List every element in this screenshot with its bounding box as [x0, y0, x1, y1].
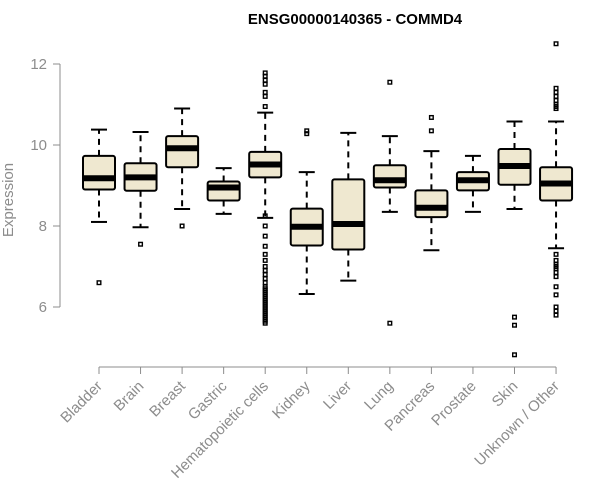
box-prostate	[455, 154, 490, 213]
iqr-box	[165, 135, 200, 169]
outlier-point	[262, 233, 268, 239]
outlier-point	[553, 304, 559, 310]
box-gastric	[206, 167, 241, 215]
y-tick-label: 8	[39, 218, 47, 235]
iqr-box	[331, 178, 366, 251]
box-brain	[123, 131, 158, 247]
y-axis-ticks: 6 8 10 12	[30, 56, 60, 316]
outlier-point	[138, 241, 144, 247]
outlier-point	[553, 85, 559, 91]
outlier-point	[262, 243, 268, 249]
outlier-point	[512, 322, 518, 328]
iqr-box	[82, 154, 116, 191]
box-pancreas	[414, 114, 449, 252]
outlier-point	[262, 320, 268, 326]
outlier-point	[553, 312, 559, 318]
outlier-point	[262, 77, 268, 83]
outlier-point	[553, 106, 559, 112]
outlier-point	[553, 270, 559, 276]
box-hematopoietic-cells	[248, 70, 283, 326]
box-lung	[372, 79, 407, 326]
y-tick-label: 10	[30, 137, 47, 154]
outlier-point	[262, 272, 268, 278]
outlier-point	[262, 251, 268, 257]
x-tick-label: Bladder	[57, 378, 106, 427]
outlier-point	[512, 314, 518, 320]
outlier-point	[262, 89, 268, 95]
outlier-point	[553, 41, 559, 47]
iqr-box	[372, 164, 407, 189]
outlier-point	[262, 276, 268, 282]
outlier-point	[304, 131, 310, 137]
outlier-point	[553, 251, 559, 257]
outlier-point	[553, 89, 559, 95]
box-bladder	[82, 128, 116, 286]
iqr-box	[206, 180, 241, 202]
boxes-group	[82, 41, 574, 358]
x-tick-label: Kidney	[269, 377, 314, 422]
outlier-point	[262, 264, 268, 270]
outlier-point	[262, 257, 268, 263]
outlier-point	[262, 93, 268, 99]
iqr-box	[414, 189, 449, 219]
x-tick-label: Lung	[361, 378, 397, 414]
x-tick-label: Breast	[146, 377, 189, 420]
y-tick-label: 12	[30, 56, 47, 73]
box-kidney	[289, 128, 324, 296]
outlier-point	[553, 97, 559, 103]
outlier-point	[262, 213, 268, 219]
x-tick-label: Liver	[320, 378, 355, 413]
outlier-point	[96, 280, 102, 286]
outlier-point	[262, 280, 268, 286]
outlier-point	[553, 284, 559, 290]
outlier-point	[262, 223, 268, 229]
chart-title: ENSG00000140365 - COMMD4	[248, 11, 463, 28]
x-tick-label: Skin	[489, 378, 522, 411]
outlier-point	[179, 223, 185, 229]
y-tick-label: 6	[39, 299, 47, 316]
x-tick-label: Prostate	[428, 378, 480, 430]
outlier-point	[553, 292, 559, 298]
box-breast	[165, 107, 200, 229]
y-axis-label: Expression	[0, 163, 17, 237]
x-tick-label: Brain	[111, 378, 148, 415]
outlier-point	[387, 320, 393, 326]
box-liver	[331, 131, 366, 282]
outlier-point	[428, 114, 434, 120]
outlier-point	[262, 104, 268, 110]
outlier-point	[512, 352, 518, 358]
outlier-point	[553, 274, 559, 280]
outlier-point	[262, 81, 268, 87]
outlier-point	[553, 93, 559, 99]
outlier-point	[262, 268, 268, 274]
outlier-point	[553, 257, 559, 263]
outlier-point	[428, 128, 434, 134]
outlier-point	[304, 128, 310, 134]
box-unknown-other	[539, 41, 574, 318]
outlier-point	[262, 73, 268, 79]
box-skin	[497, 120, 532, 358]
outlier-point	[387, 79, 393, 85]
outlier-point	[553, 308, 559, 314]
